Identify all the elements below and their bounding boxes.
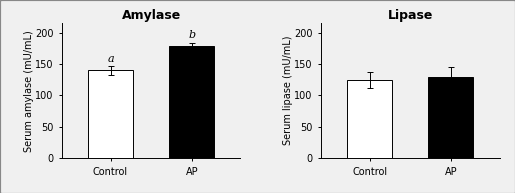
Bar bbox=[169, 46, 214, 158]
Title: Lipase: Lipase bbox=[387, 9, 433, 22]
Bar bbox=[347, 80, 392, 158]
Bar bbox=[428, 77, 473, 158]
Title: Amylase: Amylase bbox=[122, 9, 181, 22]
Bar bbox=[88, 70, 133, 158]
Text: b: b bbox=[188, 30, 195, 40]
Text: a: a bbox=[107, 54, 114, 64]
Y-axis label: Serum amylase (mU/mL): Serum amylase (mU/mL) bbox=[24, 30, 33, 152]
Y-axis label: Serum lipase (mU/mL): Serum lipase (mU/mL) bbox=[283, 36, 293, 146]
